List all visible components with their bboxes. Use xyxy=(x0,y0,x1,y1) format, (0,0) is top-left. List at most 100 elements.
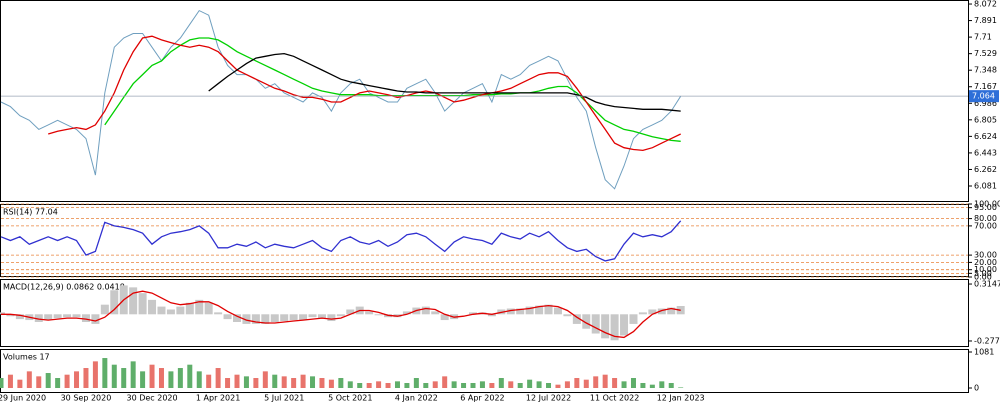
bar xyxy=(640,383,646,389)
bar xyxy=(242,314,251,324)
bar xyxy=(215,368,221,389)
bar xyxy=(299,314,308,321)
x-tick-label: 30 Sep 2020 xyxy=(61,394,112,403)
bar xyxy=(638,312,647,315)
x-tick-label: 30 Dec 2020 xyxy=(126,394,177,403)
bar xyxy=(404,383,410,389)
last-price-tag xyxy=(969,90,999,103)
bar xyxy=(204,302,213,315)
bar xyxy=(102,358,108,389)
bar xyxy=(336,314,345,317)
bar xyxy=(525,306,534,315)
panel-title: RSI(14) 77.04 xyxy=(3,208,58,217)
bar xyxy=(111,364,117,389)
bar xyxy=(55,378,61,389)
bar xyxy=(374,314,383,316)
bar xyxy=(657,308,666,315)
x-tick-label: 4 Jan 2022 xyxy=(395,394,438,403)
bar xyxy=(385,383,391,389)
bar xyxy=(34,314,43,322)
y-tick-label: 7.891 xyxy=(974,16,997,25)
bar xyxy=(347,381,353,389)
bar xyxy=(527,379,533,389)
bar xyxy=(214,312,223,315)
bar xyxy=(591,314,600,334)
y-tick-label: 7.167 xyxy=(974,82,997,91)
bar xyxy=(15,314,24,320)
y-tick-label: 95.00 xyxy=(974,203,997,212)
bar xyxy=(402,311,411,315)
bar xyxy=(553,307,562,315)
y-tick-label: 7.348 xyxy=(974,66,997,75)
bar xyxy=(563,314,572,317)
series-line xyxy=(1,290,681,339)
bar xyxy=(166,309,175,315)
bar xyxy=(612,378,618,389)
bar xyxy=(678,387,684,389)
bar xyxy=(346,309,355,315)
y-tick-label: 6.986 xyxy=(974,99,997,108)
bar xyxy=(601,314,610,339)
bar xyxy=(668,383,674,389)
bar xyxy=(621,381,627,389)
bar xyxy=(92,361,98,389)
bar xyxy=(262,371,268,389)
y-tick-label: 5.00 xyxy=(974,269,992,278)
bar xyxy=(187,364,193,389)
y-tick-label: 100.00 xyxy=(974,200,1000,209)
y-tick-label: 1081 xyxy=(974,347,994,356)
bar xyxy=(251,314,260,324)
y-tick-label: 0 xyxy=(974,384,979,393)
bar xyxy=(630,378,636,389)
bar xyxy=(253,378,259,389)
panel-frame xyxy=(0,349,969,393)
bar xyxy=(110,290,119,315)
bar xyxy=(421,306,430,315)
bar xyxy=(158,368,164,389)
y-tick-label: 70.00 xyxy=(974,221,997,230)
y-tick-label: -0.2774 xyxy=(974,336,1000,345)
bar xyxy=(83,368,89,389)
bar xyxy=(7,374,13,389)
bar xyxy=(26,371,32,389)
bar xyxy=(72,314,81,318)
y-tick-label: 6.443 xyxy=(974,148,997,157)
x-tick-label: 1 Apr 2021 xyxy=(196,394,240,403)
y-tick-label: 6.262 xyxy=(974,165,997,174)
bar xyxy=(300,374,306,389)
x-tick-label: 5 Oct 2021 xyxy=(328,394,372,403)
bar xyxy=(602,374,608,389)
panel-title: Volumes 17 xyxy=(3,353,50,362)
bar xyxy=(281,376,287,389)
bar xyxy=(629,314,638,324)
y-tick-label: 6.081 xyxy=(974,182,997,191)
bar xyxy=(36,376,42,389)
bar xyxy=(564,381,570,389)
bar xyxy=(423,383,429,389)
bar xyxy=(81,314,90,322)
bar xyxy=(280,314,289,322)
bar xyxy=(319,378,325,389)
bar xyxy=(508,381,514,389)
bar xyxy=(289,314,298,321)
bar xyxy=(451,381,457,389)
last-price-label: 7.064 xyxy=(972,92,995,101)
y-tick-label: 6.624 xyxy=(974,132,997,141)
bar xyxy=(223,314,232,320)
y-tick-label: 30.00 xyxy=(974,251,997,260)
bar xyxy=(583,379,589,389)
bar xyxy=(206,374,212,389)
x-tick-label: 29 Jun 2020 xyxy=(0,394,46,403)
bar xyxy=(6,314,15,317)
bar xyxy=(234,374,240,389)
series-line xyxy=(0,220,682,262)
y-tick-label: 6.805 xyxy=(974,115,997,124)
bar xyxy=(64,374,70,389)
bar xyxy=(536,381,542,389)
x-tick-label: 6 Apr 2022 xyxy=(460,394,504,403)
bar xyxy=(243,376,249,389)
bar xyxy=(649,384,655,389)
bar xyxy=(45,373,51,389)
bar xyxy=(0,312,5,315)
